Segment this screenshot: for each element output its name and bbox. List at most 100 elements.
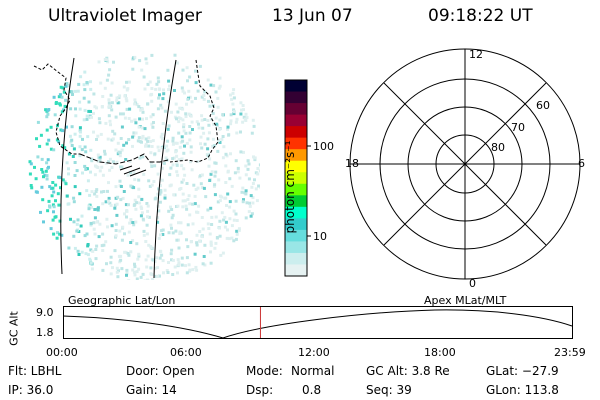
emission-pixel: [202, 98, 206, 101]
emission-pixel: [49, 125, 53, 129]
emission-pixel: [183, 173, 187, 177]
emission-pixel: [51, 186, 55, 190]
emission-pixel: [182, 125, 186, 129]
emission-pixel: [133, 178, 137, 182]
emission-pixel: [180, 263, 184, 267]
emission-pixel: [127, 279, 131, 280]
emission-pixel: [67, 246, 71, 250]
emission-pixel: [181, 118, 185, 122]
colorbar-segment: [285, 229, 307, 242]
emission-pixel: [29, 162, 33, 166]
emission-pixel: [102, 190, 106, 193]
emission-pixel: [135, 277, 139, 280]
dsp-value: 0.8: [302, 383, 322, 397]
emission-pixel: [96, 166, 100, 169]
emission-pixel: [245, 201, 249, 205]
emission-pixel: [180, 86, 184, 90]
emission-pixel: [163, 109, 167, 113]
emission-pixel: [138, 59, 142, 63]
emission-pixel: [129, 218, 133, 222]
emission-pixel: [210, 215, 214, 219]
emission-pixel: [193, 194, 197, 198]
emission-pixel: [218, 76, 222, 80]
emission-pixel: [119, 258, 123, 262]
emission-pixel: [254, 187, 258, 191]
emission-pixel: [167, 261, 170, 264]
emission-pixel: [45, 142, 49, 146]
altitude-curve: [63, 309, 573, 339]
emission-pixel: [135, 103, 139, 107]
emission-pixel: [178, 232, 182, 236]
emission-pixel: [218, 118, 222, 122]
ip-info: IP: 36.0: [8, 383, 54, 397]
emission-pixel: [222, 218, 226, 222]
emission-pixel: [58, 232, 62, 236]
emission-pixel: [125, 99, 129, 103]
emission-pixel: [180, 157, 184, 161]
emission-pixel: [58, 103, 62, 107]
emission-pixel: [183, 199, 187, 203]
emission-pixel: [168, 84, 171, 88]
emission-pixel: [198, 64, 202, 68]
emission-pixel: [89, 248, 93, 252]
emission-pixel: [189, 114, 193, 118]
emission-pixel: [141, 155, 145, 159]
emission-pixel: [97, 117, 101, 121]
emission-pixel: [141, 272, 145, 276]
emission-pixel: [78, 154, 82, 158]
colorbar-segment: [285, 149, 307, 162]
emission-pixel: [111, 129, 115, 133]
emission-pixel: [77, 253, 81, 256]
emission-pixel: [257, 184, 260, 188]
emission-pixel: [120, 165, 124, 169]
emission-pixel: [237, 227, 241, 231]
apex-label: Apex MLat/MLT: [424, 294, 507, 307]
emission-pixel: [167, 209, 171, 213]
emission-pixel: [145, 61, 149, 65]
emission-pixel: [112, 60, 115, 64]
mode-label: Mode:: [246, 364, 283, 378]
emission-pixel: [211, 137, 215, 141]
emission-pixel: [163, 196, 167, 200]
emission-pixel: [83, 108, 87, 112]
altitude-plot: [63, 306, 573, 339]
xtick-2359: 23:59: [554, 346, 586, 359]
emission-pixel: [61, 178, 65, 182]
emission-pixel: [207, 123, 211, 127]
emission-pixel: [83, 88, 87, 92]
emission-pixel: [167, 231, 171, 235]
emission-pixel: [249, 214, 253, 218]
emission-pixel: [133, 198, 137, 202]
emission-pixel: [137, 252, 141, 256]
emission-pixel: [173, 115, 177, 119]
emission-pixel: [72, 147, 76, 151]
colorbar-segment: [285, 241, 307, 254]
emission-pixel: [145, 202, 149, 205]
emission-pixel: [232, 96, 236, 100]
polar-plot: [349, 48, 581, 280]
emission-pixel: [70, 125, 74, 129]
xtick-0000: 00:00: [46, 346, 78, 359]
emission-pixel: [206, 222, 210, 226]
emission-pixel: [74, 107, 77, 111]
emission-pixel: [76, 89, 80, 93]
emission-pixel: [107, 181, 110, 185]
emission-pixel: [123, 212, 126, 216]
xtick-1200: 12:00: [298, 346, 330, 359]
dsp-label: Dsp:: [246, 383, 274, 397]
emission-pixel: [64, 84, 68, 88]
emission-pixel: [95, 244, 99, 248]
emission-pixel: [172, 193, 176, 197]
emission-pixel: [150, 145, 154, 148]
emission-pixel: [159, 135, 163, 139]
emission-pixel: [218, 234, 222, 238]
emission-pixel: [86, 135, 90, 139]
emission-pixel: [116, 275, 120, 279]
emission-pixel: [115, 202, 119, 206]
emission-pixel: [241, 200, 245, 204]
emission-pixel: [82, 83, 86, 87]
emission-pixel: [181, 89, 185, 93]
emission-pixel: [226, 192, 230, 196]
emission-pixel: [84, 252, 88, 256]
emission-pixel: [111, 266, 114, 270]
